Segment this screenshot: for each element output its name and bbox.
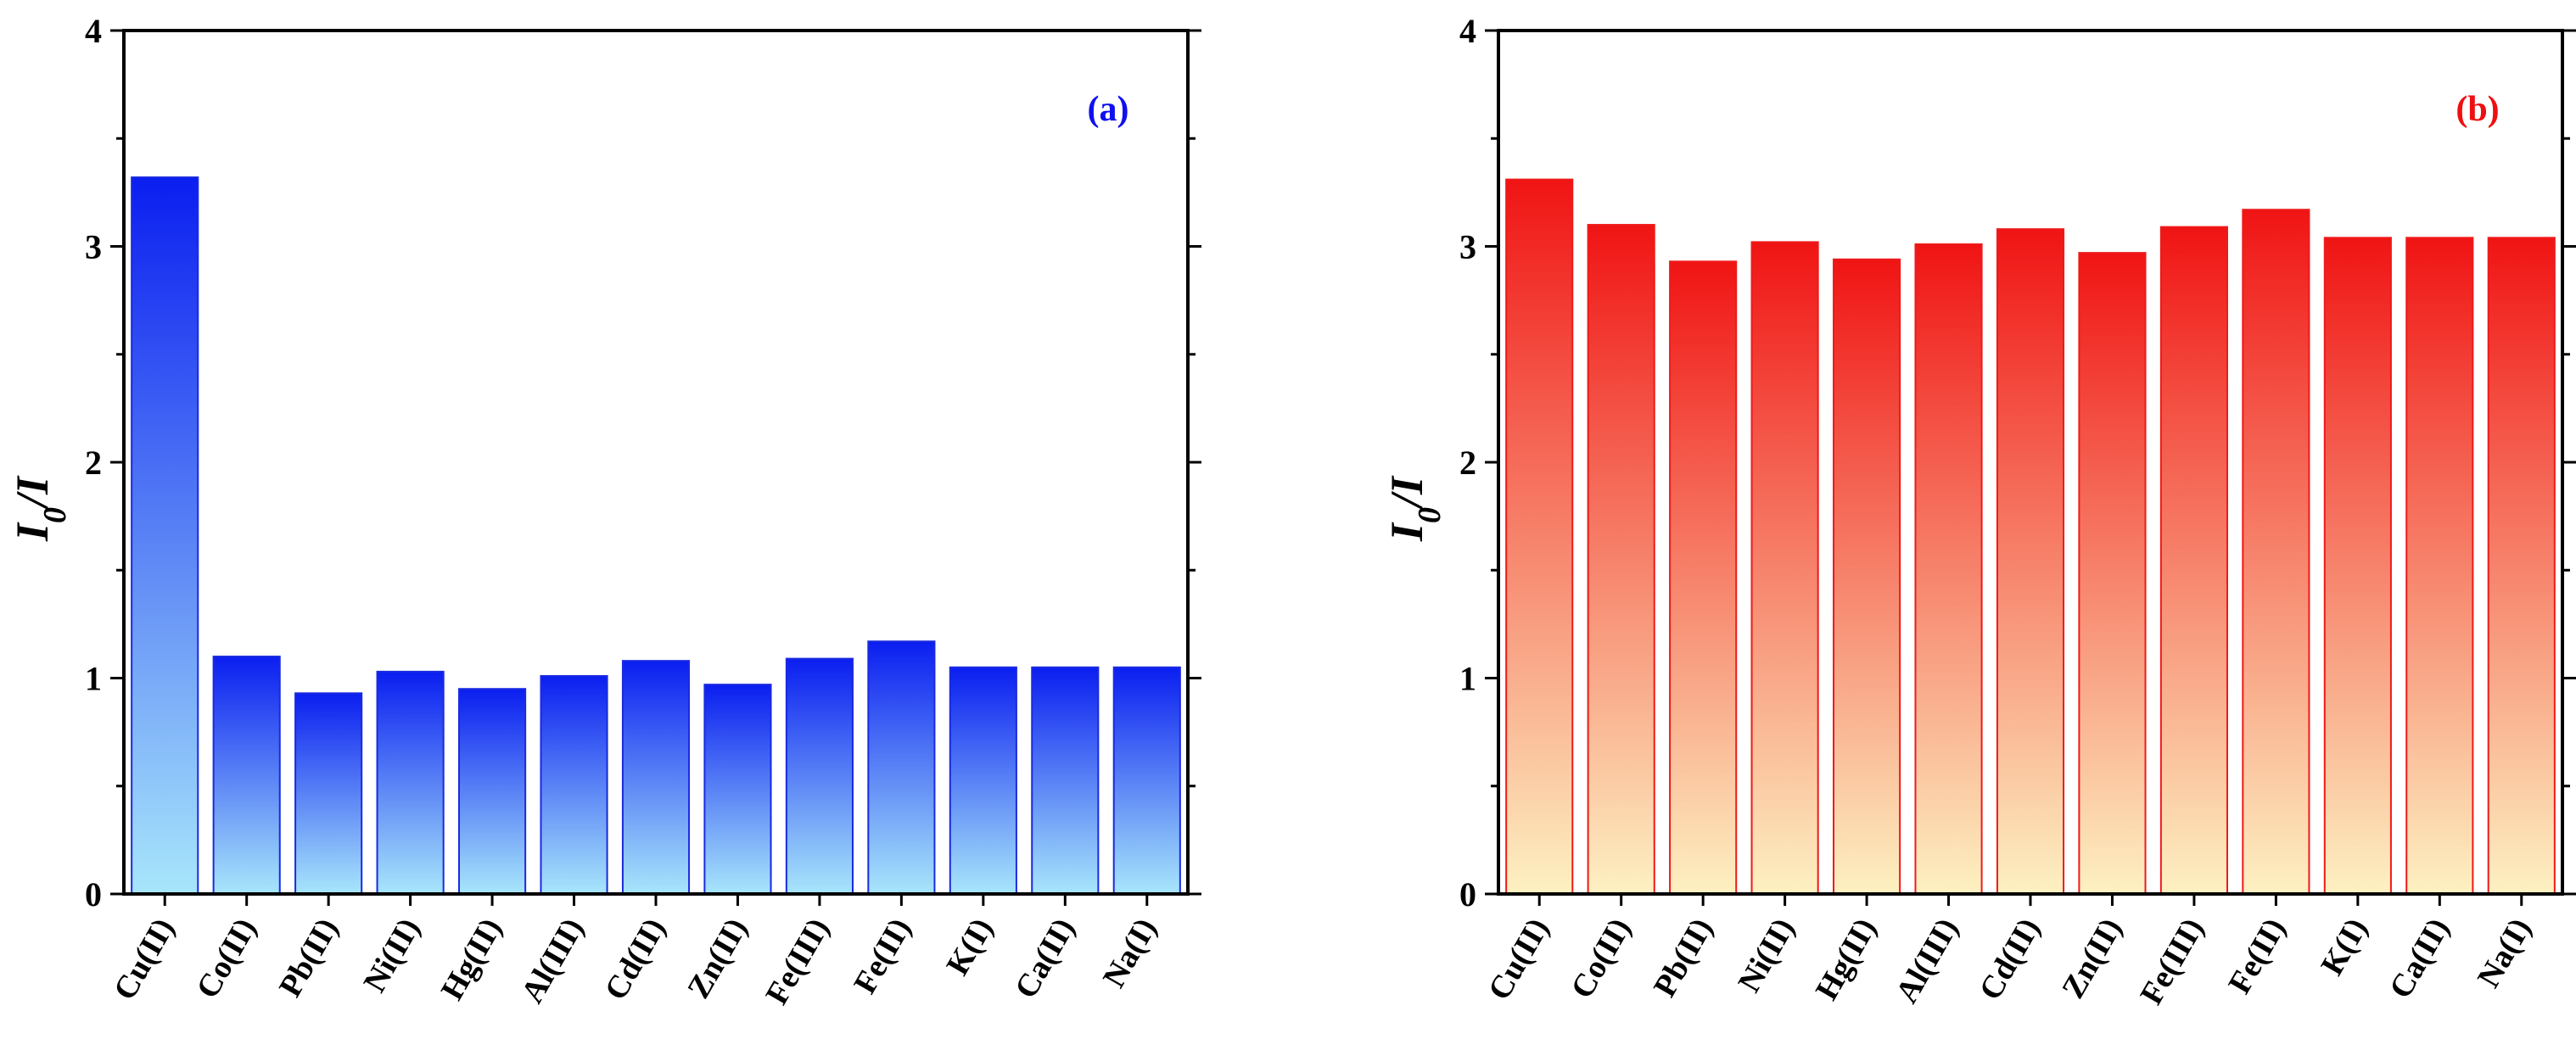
- bar-coii: [212, 656, 281, 895]
- y-tick-labels-a: 0 1 2 3 4: [85, 12, 102, 913]
- y-tick-label: 3: [1459, 228, 1476, 266]
- category-label: Cd(II): [1973, 913, 2047, 1007]
- bar-caii: [1031, 666, 1100, 896]
- y-axis-label-a: I0/I: [7, 475, 73, 542]
- y-ticks-a: [110, 29, 1201, 906]
- bar-feiii: [2159, 226, 2228, 896]
- bar-caii: [2405, 237, 2474, 895]
- category-label: Cu(II): [107, 913, 182, 1007]
- bar-hgii: [458, 688, 527, 895]
- category-label: Hg(II): [434, 913, 509, 1007]
- bar-nai: [1112, 666, 1181, 896]
- category-labels-a: Cu(II) Co(II) Pb(II) Ni(II) Hg(II) Al(III) Cd(…: [107, 913, 1164, 1011]
- y-tick-label: 1: [85, 660, 102, 698]
- category-label: Ca(II): [1008, 913, 1082, 1005]
- bar-group-a: [131, 176, 1181, 896]
- category-label: Cd(II): [598, 913, 673, 1007]
- category-label: Fe(III): [2133, 913, 2210, 1011]
- bar-cuii: [1505, 178, 1574, 896]
- bar-feii: [2242, 209, 2310, 896]
- bar-aliii: [1914, 243, 1983, 895]
- category-label: Pb(II): [272, 913, 345, 1003]
- bar-ki: [949, 666, 1017, 896]
- category-label: Zn(II): [680, 913, 754, 1005]
- bar-group-b: [1505, 178, 2556, 896]
- category-label: Fe(III): [759, 913, 836, 1011]
- bar-niii: [1750, 241, 1819, 896]
- bar-coii: [1587, 224, 1655, 895]
- category-label: Al(III): [514, 913, 591, 1009]
- category-label: K(I): [2314, 913, 2374, 981]
- category-label: Ca(II): [2383, 913, 2456, 1005]
- category-label: Co(II): [189, 913, 263, 1005]
- y-tick-labels-b: 0 1 2 3 4: [1459, 12, 1476, 913]
- bar-znii: [2078, 252, 2147, 895]
- bar-aliii: [540, 674, 608, 896]
- y-tick-label: 4: [85, 12, 102, 50]
- bar-niii: [376, 670, 445, 895]
- category-label: K(I): [939, 913, 1000, 981]
- category-label: Na(I): [2471, 913, 2539, 994]
- category-label: Cu(II): [1481, 913, 1556, 1007]
- y-tick-label: 2: [85, 444, 102, 482]
- category-label: Fe(II): [847, 913, 918, 1000]
- category-label: Al(III): [1889, 913, 1965, 1009]
- chart-panel-b: 0 1 2 3 4 Cu(II) Co(II) Pb(II) Ni(II) Hg(II) Al(I…: [1381, 12, 2576, 1011]
- y-tick-label: 1: [1459, 660, 1476, 698]
- bar-cdii: [621, 660, 691, 895]
- bar-ki: [2323, 237, 2392, 895]
- bar-feii: [867, 640, 936, 895]
- panel-label-b: (b): [2456, 90, 2499, 129]
- category-labels-b: Cu(II) Co(II) Pb(II) Ni(II) Hg(II) Al(III) Cd(…: [1481, 913, 2539, 1011]
- bar-znii: [703, 684, 772, 896]
- y-axis-label-b: I0/I: [1381, 475, 1448, 542]
- category-label: Ni(II): [357, 913, 428, 998]
- y-tick-label: 0: [85, 875, 102, 913]
- bar-cdii: [1996, 228, 2065, 895]
- bar-feiii: [785, 657, 854, 895]
- category-label: Zn(II): [2055, 913, 2129, 1005]
- chart-panel-a: 0 1 2 3 4 Cu(II) Co(II) Pb(II) Ni(II) Hg(II) Al(I…: [7, 12, 1201, 1011]
- category-label: Pb(II): [1647, 913, 1720, 1003]
- bar-pbii: [294, 692, 363, 895]
- panel-label-a: (a): [1088, 90, 1129, 129]
- category-label: Ni(II): [1732, 913, 1802, 998]
- bar-pbii: [1669, 260, 1738, 895]
- category-label: Fe(II): [2221, 913, 2293, 1000]
- bar-nai: [2487, 237, 2556, 895]
- category-label: Co(II): [1564, 913, 1638, 1005]
- y-tick-label: 3: [85, 228, 102, 266]
- bar-cuii: [131, 176, 199, 895]
- bar-hgii: [1833, 258, 1901, 895]
- y-tick-label: 0: [1459, 875, 1476, 913]
- y-ticks-b: [1485, 29, 2576, 906]
- y-tick-label: 2: [1459, 444, 1476, 482]
- category-label: Hg(II): [1809, 913, 1884, 1007]
- y-tick-label: 4: [1459, 12, 1476, 50]
- category-label: Na(I): [1096, 913, 1164, 994]
